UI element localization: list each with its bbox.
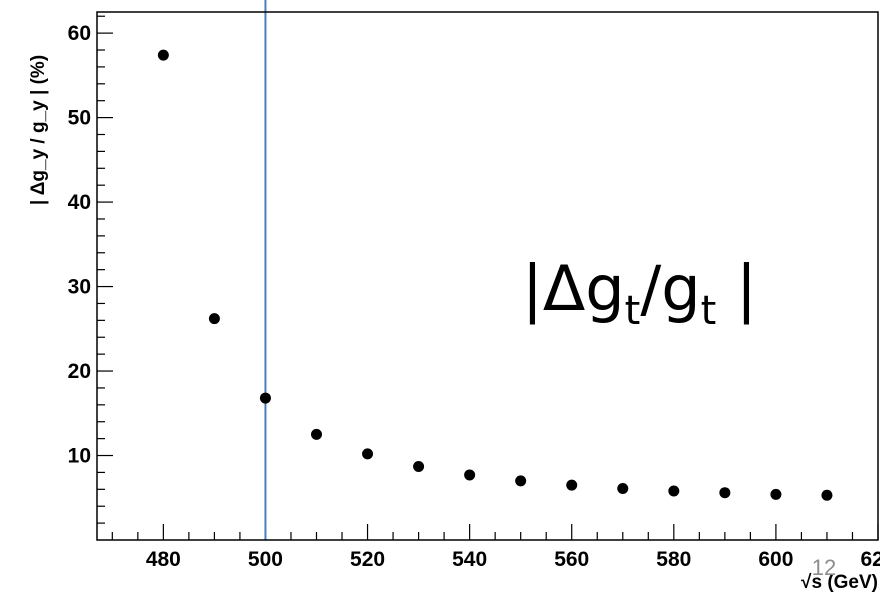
y-axis-label: | Δg_y / g_y | (%): [28, 55, 49, 205]
data-point: [413, 461, 425, 473]
ticks-layer: [97, 15, 879, 540]
data-point: [464, 469, 476, 481]
data-point: [719, 487, 731, 499]
x-tick-label: 580: [656, 548, 691, 571]
x-tick-label: 520: [350, 548, 385, 571]
x-tick-label: 500: [248, 548, 283, 571]
x-tick-label: 560: [554, 548, 589, 571]
y-tick-label: 50: [68, 107, 91, 130]
data-point: [259, 392, 271, 404]
data-points: [157, 49, 833, 501]
data-point: [208, 313, 220, 325]
y-tick-label: 40: [68, 191, 91, 214]
annotation-sub2: t: [701, 288, 717, 334]
annotation-sub1: t: [625, 288, 641, 334]
annotation-prefix: |Δg: [522, 252, 625, 326]
page-number: 12: [812, 555, 836, 580]
y-tick-label: 60: [68, 22, 91, 45]
x-tick-label: 540: [452, 548, 487, 571]
x-tick-labels: 480 500 520 540 560 580 600 620: [146, 548, 880, 571]
data-point: [566, 479, 578, 491]
x-tick-label: 620: [860, 548, 880, 571]
annotation-suffix: |: [716, 252, 757, 326]
data-point: [515, 475, 527, 487]
data-point: [362, 448, 374, 460]
x-tick-label: 600: [758, 548, 793, 571]
y-tick-label: 30: [68, 276, 91, 299]
data-point: [157, 49, 169, 61]
data-point: [617, 482, 629, 494]
data-point: [770, 488, 782, 500]
x-axis-label: √s (GeV): [801, 572, 878, 593]
y-tick-label: 10: [68, 445, 91, 468]
data-point: [668, 485, 680, 497]
annotation-middle: /g: [640, 252, 700, 325]
plot-frame: [96, 11, 879, 541]
x-tick-label: 480: [146, 548, 181, 571]
annotation: |Δgt/gt |: [522, 252, 757, 334]
y-tick-label: 20: [68, 360, 91, 383]
data-point: [310, 428, 322, 440]
data-point: [821, 489, 833, 501]
y-tick-labels: 10 20 30 40 50 60: [68, 22, 91, 467]
